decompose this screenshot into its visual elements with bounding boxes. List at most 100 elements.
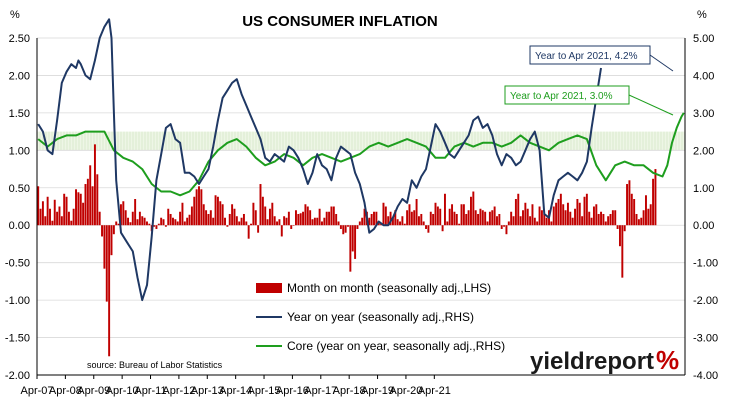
mom-bar xyxy=(477,213,480,226)
mom-bar xyxy=(406,210,409,226)
mom-bar xyxy=(93,144,96,226)
mom-bar xyxy=(271,202,274,226)
mom-bar xyxy=(571,217,574,226)
mom-bar xyxy=(86,178,89,226)
mom-bar xyxy=(318,208,321,226)
annotation-yoy-text: Year to Apr 2021, 4.2% xyxy=(535,51,638,62)
right-tick-label: -2.00 xyxy=(693,295,718,307)
mom-bar xyxy=(533,217,536,226)
mom-bar xyxy=(63,193,66,226)
x-tick-label: Apr-19 xyxy=(361,385,394,397)
axes: 2.50 2.00 1.50 1.00 0.50 0.00 -0.50 -1.00 -1.50 -… xyxy=(5,33,718,397)
right-tick-label: 2.00 xyxy=(693,145,714,157)
x-tick-label: Apr-14 xyxy=(219,385,252,397)
mom-bar xyxy=(557,199,560,226)
mom-bar xyxy=(207,213,210,226)
mom-bar xyxy=(633,199,636,226)
mom-bar xyxy=(486,221,489,226)
mom-bar xyxy=(108,225,111,357)
mom-bar xyxy=(252,202,255,226)
mom-bar xyxy=(200,189,203,226)
left-tick-label: 2.50 xyxy=(9,33,30,45)
left-tick-label: -2.00 xyxy=(5,370,30,382)
mom-bar xyxy=(169,213,172,226)
right-tick-label: 0.00 xyxy=(693,220,714,232)
mom-bar xyxy=(167,208,170,226)
mom-bar xyxy=(285,217,288,226)
mom-bar xyxy=(458,223,461,226)
mom-bar xyxy=(131,211,134,226)
mom-bar xyxy=(297,213,300,226)
legend-label-core: Core (year on year, seasonally adj.,RHS) xyxy=(287,339,505,353)
mom-bar xyxy=(330,206,333,226)
mom-bar xyxy=(101,225,104,237)
mom-bar xyxy=(543,213,546,226)
x-tick-label: Apr-15 xyxy=(248,385,281,397)
mom-bar xyxy=(417,216,420,226)
mom-bar xyxy=(446,221,449,226)
x-tick-label: Apr-09 xyxy=(77,385,110,397)
mom-bar xyxy=(595,204,598,226)
mom-bar xyxy=(645,195,647,226)
mom-bar xyxy=(193,196,196,226)
mom-bar xyxy=(183,221,186,226)
mom-bar xyxy=(240,217,243,226)
right-tick-label: 4.00 xyxy=(693,70,714,82)
mom-bar xyxy=(119,204,122,226)
mom-bar xyxy=(514,199,517,226)
mom-bar xyxy=(209,210,212,226)
mom-bar xyxy=(254,210,257,226)
mom-bar xyxy=(540,210,543,226)
mom-bar xyxy=(455,213,458,226)
x-tick-label: Apr-21 xyxy=(418,385,451,397)
mom-bar xyxy=(53,199,56,226)
mom-bar xyxy=(507,221,510,226)
left-tick-label: 0.00 xyxy=(9,220,30,232)
mom-bar xyxy=(283,216,286,226)
annotation-core: Year to Apr 2021, 3.0% xyxy=(504,85,674,116)
mom-bar xyxy=(611,210,614,226)
mom-bar xyxy=(41,201,44,226)
mom-bar xyxy=(399,221,401,226)
x-tick-label: Apr-18 xyxy=(333,385,366,397)
x-tick-label: Apr-20 xyxy=(389,385,422,397)
mom-bar xyxy=(292,225,295,226)
mom-bar xyxy=(552,206,555,226)
mom-bar xyxy=(559,193,562,226)
mom-bar xyxy=(616,225,619,229)
mom-bar xyxy=(356,225,359,229)
mom-bar xyxy=(536,221,539,226)
mom-bar xyxy=(141,216,144,226)
mom-bar xyxy=(585,193,588,226)
mom-bar xyxy=(328,211,331,226)
left-unit-label: % xyxy=(10,9,20,21)
mom-bar xyxy=(462,204,465,226)
mom-bar xyxy=(505,225,508,235)
mom-bar xyxy=(621,225,624,278)
mom-bar xyxy=(566,202,569,226)
mom-bar xyxy=(555,202,558,226)
lines xyxy=(37,18,685,302)
left-tick-label: 1.50 xyxy=(9,108,30,120)
mom-bar xyxy=(311,219,314,226)
mom-bar xyxy=(124,210,127,226)
mom-bar xyxy=(391,217,394,226)
mom-bar xyxy=(96,174,99,226)
mom-bar xyxy=(339,225,342,229)
mom-bar xyxy=(316,217,319,226)
mom-bar xyxy=(453,211,456,226)
mom-bar xyxy=(649,204,652,226)
mom-bar xyxy=(408,204,411,226)
mom-bar xyxy=(394,210,397,226)
mom-bar xyxy=(214,195,217,226)
mom-bar xyxy=(517,193,520,226)
mom-bar xyxy=(358,221,361,226)
mom-bar xyxy=(432,213,435,226)
mom-bar xyxy=(465,213,468,226)
mom-bar xyxy=(368,217,371,226)
mom-bar xyxy=(174,219,177,226)
source-note: source: Bureau of Labor Statistics xyxy=(87,360,223,370)
mom-bar xyxy=(129,222,132,226)
mom-bar xyxy=(443,193,446,226)
mom-bar xyxy=(597,213,600,226)
